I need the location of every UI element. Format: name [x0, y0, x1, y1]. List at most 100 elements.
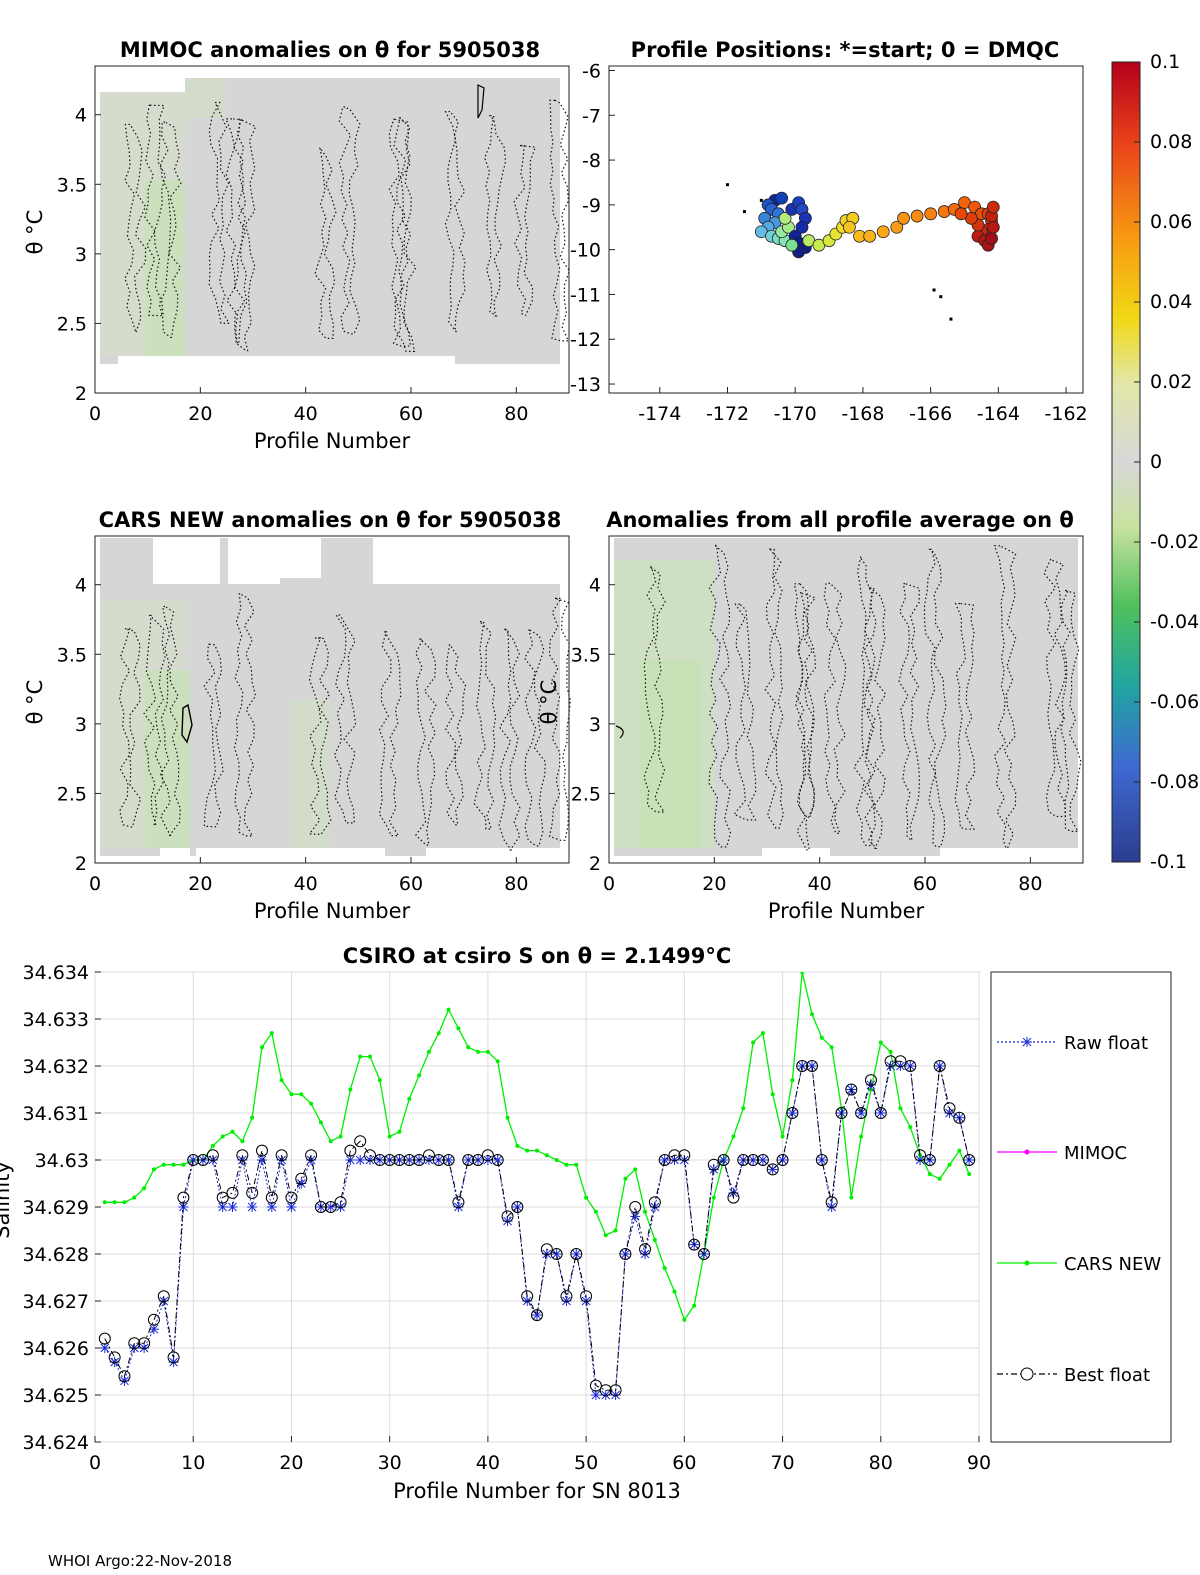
position-point	[986, 220, 1000, 234]
best-float-point	[835, 1107, 848, 1119]
contour-line	[233, 593, 257, 837]
colorbar-tick-label: -0.04	[1150, 611, 1199, 633]
contour-line	[764, 548, 784, 829]
y-tick-label: 3.5	[571, 644, 601, 666]
contour-line	[954, 602, 976, 830]
best-float-point	[629, 1201, 642, 1213]
best-float-point	[334, 1196, 347, 1209]
cars-new-point	[878, 1040, 883, 1045]
legend-label: Raw float	[1064, 1033, 1148, 1054]
cars-new-point	[436, 1031, 441, 1036]
best-float-point	[963, 1154, 976, 1166]
x-tick-label: 60	[399, 873, 423, 895]
cars-new-point	[780, 1134, 785, 1139]
position-point	[890, 220, 904, 234]
allavg-xlabel: Profile Number	[768, 899, 925, 923]
salinity-legend: Raw float MIMOC CARS NEW Best float	[990, 971, 1172, 1443]
raw-float-point	[748, 1155, 759, 1165]
position-point	[778, 211, 792, 225]
x-tick-label: 0	[89, 403, 101, 425]
cars-new-point	[289, 1092, 294, 1097]
best-float-point	[589, 1379, 602, 1392]
y-tick-label: 3	[75, 244, 87, 266]
best-float-point	[226, 1186, 239, 1199]
cars-new-point	[417, 1073, 422, 1078]
y-tick-label: 2	[75, 853, 87, 875]
y-tick-label: 34.624	[23, 1432, 89, 1454]
x-tick-label: -174	[638, 403, 681, 425]
cars-new-point	[171, 1162, 176, 1167]
mimoc-anomaly-field	[100, 78, 560, 364]
cars-new-point	[593, 1209, 598, 1214]
best-float-point	[462, 1154, 475, 1166]
mimoc-contours	[124, 84, 571, 352]
position-point	[985, 232, 998, 245]
best-float-point	[324, 1201, 337, 1213]
x-tick-label: 90	[967, 1452, 991, 1474]
x-tick-label: -164	[977, 403, 1020, 425]
best-float-point	[177, 1191, 190, 1204]
best-float-point	[845, 1083, 858, 1096]
cars-new-point	[397, 1129, 402, 1134]
best-float-point	[216, 1191, 229, 1204]
x-tick-label: -166	[909, 403, 952, 425]
y-tick-label: 2	[589, 853, 601, 875]
cars-new-point	[613, 1228, 618, 1233]
best-float-point	[452, 1196, 465, 1209]
best-float-point	[108, 1351, 121, 1364]
cars-new-point	[967, 1172, 972, 1177]
cars-new-point	[574, 1162, 579, 1167]
position-point	[785, 238, 799, 252]
y-tick-label: 3	[75, 714, 87, 736]
coast-mark	[949, 317, 953, 321]
colorbar-tick-label: -0.1	[1150, 851, 1187, 873]
position-point	[924, 207, 938, 221]
mimoc-ylabel: θ °C	[23, 210, 47, 255]
best-float-point	[403, 1154, 416, 1166]
raw-float-point	[227, 1202, 238, 1212]
position-point	[842, 220, 856, 234]
raw-float-point	[99, 1343, 110, 1353]
cars-new-point	[259, 1045, 264, 1050]
cars-y-ticks: 2 2.5 3 3.5 4	[57, 575, 101, 875]
position-point	[897, 211, 910, 225]
x-tick-label: -162	[1045, 403, 1088, 425]
contour-line	[863, 587, 887, 849]
y-tick-label: 4	[75, 575, 87, 597]
best-float-point	[639, 1243, 652, 1256]
contour-line	[549, 99, 571, 342]
best-float-point	[943, 1102, 956, 1115]
cars-new-point	[898, 1106, 903, 1111]
x-tick-label: 40	[476, 1452, 500, 1474]
best-float-point	[599, 1384, 612, 1397]
contour-line	[548, 597, 571, 841]
y-tick-label: 34.631	[23, 1103, 89, 1125]
x-tick-label: -168	[841, 403, 884, 425]
salinity-xlabel: Profile Number for SN 8013	[393, 1479, 681, 1503]
y-tick-label: -12	[570, 329, 601, 351]
contour-line	[378, 631, 402, 837]
contour-line	[314, 147, 337, 339]
y-tick-label: 34.634	[23, 962, 89, 984]
best-float-point	[206, 1149, 219, 1162]
contour-line	[158, 121, 182, 339]
coast-mark	[939, 295, 943, 299]
colorbar: 0.1 0.08 0.06 0.04 0.02 0 -0.02 -0.04 -0.06 -0.08…	[1111, 51, 1199, 873]
cars-new-point	[603, 1233, 608, 1238]
best-float-point	[550, 1248, 563, 1260]
colorbar-tick-label: 0.08	[1150, 131, 1192, 153]
cars-new-point	[947, 1162, 952, 1167]
solid-contour	[615, 725, 624, 739]
cars-new-point	[181, 1162, 186, 1167]
cars-new-point	[584, 1195, 589, 1200]
contour-line	[483, 115, 507, 317]
best-float-point	[432, 1154, 445, 1166]
cars-new-point	[682, 1317, 687, 1322]
salinity-x-ticks: 0 10 20 30 40 50 60 70 80 90	[89, 1436, 991, 1474]
raw-float-point	[875, 1108, 886, 1118]
y-tick-label: -8	[582, 150, 601, 172]
legend-label: MIMOC	[1064, 1143, 1127, 1164]
colorbar-tick-label: -0.08	[1150, 771, 1199, 793]
cars-anomaly-field	[100, 538, 560, 856]
allavg-title: Anomalies from all profile average on θ	[606, 508, 1074, 532]
